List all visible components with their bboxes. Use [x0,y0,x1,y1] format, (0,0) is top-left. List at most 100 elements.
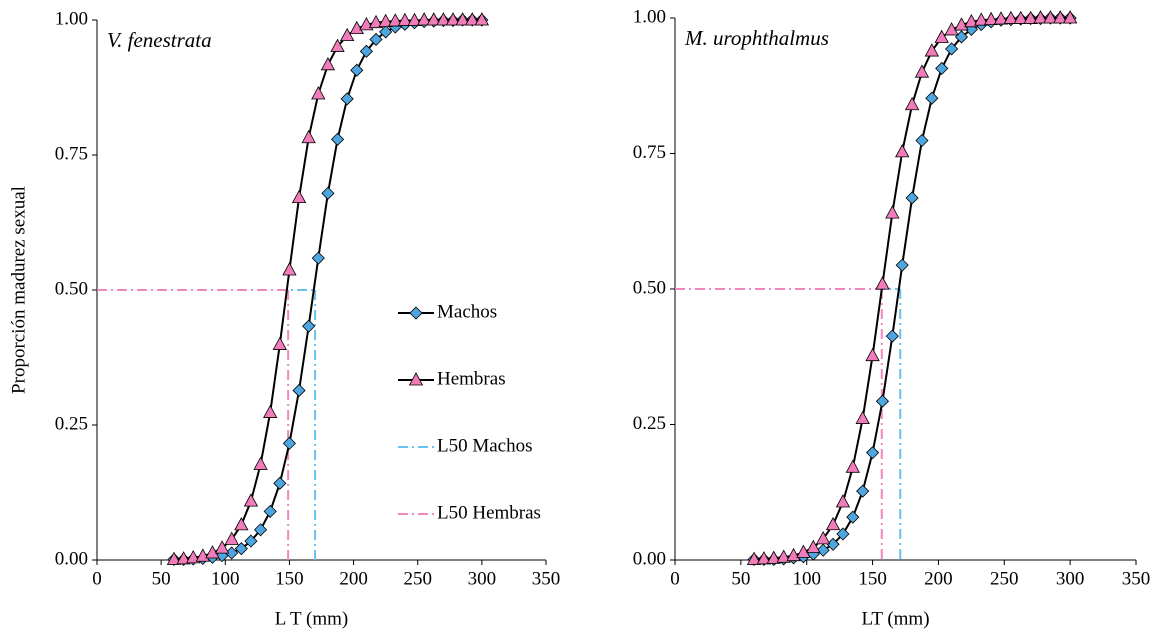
y-tick-label: 0.00 [55,548,88,569]
y-tick-label: 0.00 [633,548,666,569]
marker [426,12,441,26]
y-tick-label: 0.75 [55,143,88,164]
marker [856,484,870,498]
x-tick-label: 0 [670,568,680,589]
x-tick-label: 300 [468,568,497,589]
marker [924,43,940,57]
y-tick-label: 0.75 [633,142,666,163]
marker [905,191,919,205]
marker [224,531,239,545]
x-tick-label: 150 [275,568,304,589]
marker [311,251,325,265]
marker [875,394,890,408]
marker [407,12,422,26]
marker [925,91,939,105]
marker [866,446,880,460]
marker [253,523,268,537]
marker [756,551,772,565]
marker [776,549,791,563]
marker [349,20,364,35]
marker [273,476,287,490]
marker [408,372,424,386]
marker [935,61,949,75]
marker [397,12,413,26]
y-tick-label: 1.00 [633,6,666,27]
marker [983,11,999,26]
marker [340,92,354,106]
marker [915,133,929,148]
marker [253,456,268,470]
marker [302,319,316,333]
marker [388,13,403,27]
marker [445,12,461,26]
x-tick-label: 300 [1056,568,1085,589]
marker [974,12,989,26]
marker [234,517,249,531]
marker [1013,10,1028,24]
marker [993,11,1009,25]
marker [895,144,910,158]
marker [865,347,880,362]
marker [291,189,307,204]
marker [465,12,480,26]
marker [416,12,432,26]
marker [282,436,296,450]
marker [934,29,949,43]
y-tick-label: 0.25 [55,413,88,434]
marker [904,96,920,111]
y-tick-label: 0.50 [55,278,88,299]
marker [339,27,355,42]
legend-label: L50 Machos [437,435,533,456]
x-tick-label: 250 [403,568,432,589]
marker [455,12,470,26]
marker [330,132,345,146]
marker [816,531,831,545]
marker [301,129,316,144]
marker [292,383,306,398]
marker [825,516,841,531]
marker [263,404,278,418]
y-tick-label: 0.50 [633,277,666,298]
x-tick-label: 350 [532,568,561,589]
marker [796,544,811,558]
marker [243,493,259,507]
marker [359,44,373,58]
marker [436,12,451,26]
marker [379,25,393,39]
chart-title: M. urophthalmus [684,26,829,50]
marker [895,258,909,272]
marker [1043,10,1058,24]
x-tick-label: 50 [731,568,750,589]
marker [176,551,191,565]
marker [350,63,364,77]
marker [1062,10,1078,24]
marker [885,205,900,219]
marker [234,542,248,556]
x-tick-label: 200 [924,568,953,589]
x-tick-label: 0 [92,568,102,589]
marker [330,38,345,52]
x-tick-label: 350 [1122,568,1151,589]
x-axis-label: LT (mm) [861,608,929,629]
marker [845,459,860,473]
y-axis-label: Proporción madurez sexual [8,186,29,394]
marker [186,550,201,564]
x-tick-label: 100 [211,568,240,589]
x-tick-label: 150 [858,568,887,589]
marker [836,527,850,541]
marker [855,410,870,424]
marker [214,540,230,554]
marker [846,510,860,524]
x-tick-label: 50 [152,568,171,589]
x-tick-label: 100 [792,568,821,589]
legend-label: L50 Hembras [437,502,541,523]
marker [409,306,423,320]
y-tick-label: 1.00 [55,8,88,29]
marker [474,12,490,26]
marker [816,543,830,557]
marker [746,551,762,565]
marker [806,539,821,553]
marker [1033,10,1048,24]
marker [1053,10,1068,24]
